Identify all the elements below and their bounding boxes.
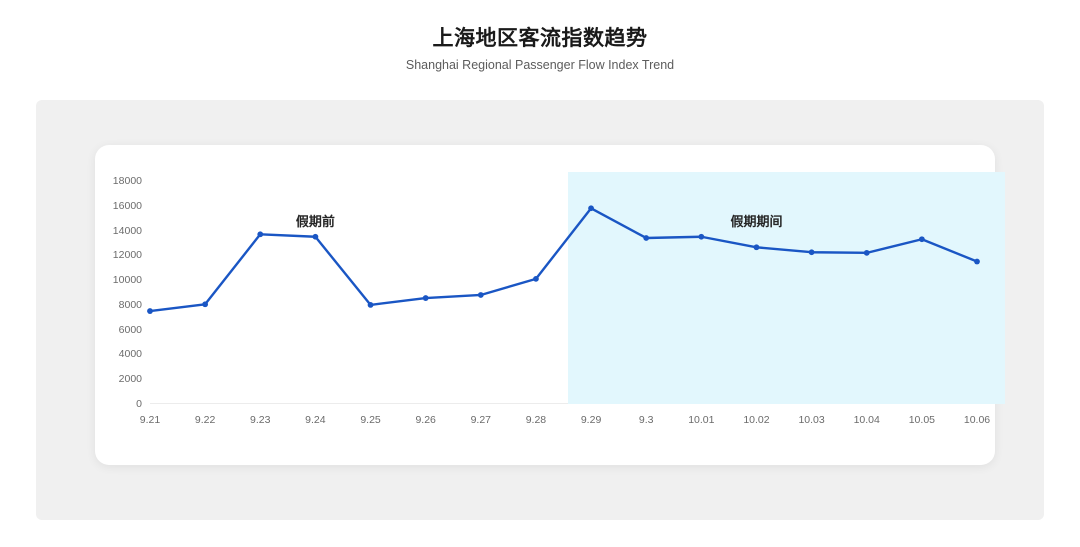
data-point-marker[interactable]: [698, 233, 705, 240]
y-axis-tick-label: 10000: [112, 274, 142, 287]
data-point-marker[interactable]: [643, 235, 650, 241]
holiday-highlight-band: [567, 172, 1005, 404]
x-axis-tick-label: 9.27: [470, 414, 492, 426]
data-point-marker[interactable]: [863, 249, 870, 256]
data-point-marker[interactable]: [257, 231, 264, 238]
data-point-marker[interactable]: [477, 292, 484, 298]
data-point-marker[interactable]: [147, 308, 153, 314]
data-point-marker[interactable]: [974, 258, 980, 265]
x-axis-tick-label: 9.22: [194, 414, 216, 426]
x-axis-tick-label: 10.04: [853, 414, 880, 426]
x-axis-tick-label: 10.02: [743, 414, 770, 426]
chart-panel: 18000 16000 14000 12000 10000 8000 6000 4000 200…: [36, 100, 1044, 520]
data-point-marker[interactable]: [422, 295, 429, 301]
y-axis-tick-label: 18000: [112, 175, 142, 187]
y-axis-tick-label: 12000: [112, 249, 142, 262]
page-title: 上海地区客流指数趋势: [432, 27, 648, 50]
chart-annotation-label: 假期期间: [730, 214, 783, 230]
chart-annotation-label: 假期前: [295, 214, 335, 230]
x-axis-tick-label: 10.03: [798, 414, 825, 426]
y-axis-tick-label: 8000: [118, 298, 142, 311]
y-axis-tick-label: 6000: [118, 323, 142, 336]
x-axis-tick-label: 9.21: [139, 414, 161, 426]
x-axis-tick-label: 10.01: [688, 414, 715, 426]
data-point-marker[interactable]: [312, 233, 319, 240]
plot-area: 18000 16000 14000 12000 10000 8000 6000 4000 200…: [113, 172, 1005, 426]
x-axis-tick-label: 9.29: [580, 414, 602, 426]
x-axis-tick-label: 9.3: [638, 414, 654, 426]
line-series: [147, 205, 980, 314]
page-subtitle: Shanghai Regional Passenger Flow Index T…: [405, 58, 675, 72]
data-point-marker[interactable]: [533, 275, 539, 282]
x-axis-tick-label: 9.26: [415, 414, 436, 426]
x-axis-tick-label: 9.23: [250, 414, 271, 426]
data-point-marker[interactable]: [808, 249, 815, 256]
data-point-marker[interactable]: [202, 301, 209, 308]
data-point-marker[interactable]: [588, 205, 594, 212]
data-point-marker[interactable]: [918, 236, 925, 243]
series-path: [148, 207, 979, 313]
data-point-marker[interactable]: [367, 301, 374, 308]
x-axis-tick-label: 9.24: [305, 414, 326, 426]
x-axis-tick-label: 9.25: [360, 414, 381, 426]
x-axis-tick-label: 10.05: [908, 414, 935, 426]
y-axis-tick-label: 4000: [118, 348, 142, 361]
y-axis-tick-label: 2000: [118, 373, 142, 386]
chart-card: 18000 16000 14000 12000 10000 8000 6000 4000 200…: [95, 145, 1005, 465]
chart-canvas: 18000 16000 14000 12000 10000 8000 6000 4000 200…: [95, 145, 1005, 465]
y-axis-tick-label: 14000: [112, 224, 142, 237]
x-axis-tick-label: 9.28: [525, 414, 547, 426]
chart-header: 上海地区客流指数趋势 Shanghai Regional Passenger F…: [0, 26, 1080, 75]
y-axis-tick-label: 16000: [112, 199, 142, 212]
data-point-marker[interactable]: [753, 244, 760, 251]
x-axis-line: [150, 403, 977, 404]
y-axis-tick-label: 0: [136, 398, 142, 410]
x-axis-tick-label: 10.06: [963, 414, 991, 426]
